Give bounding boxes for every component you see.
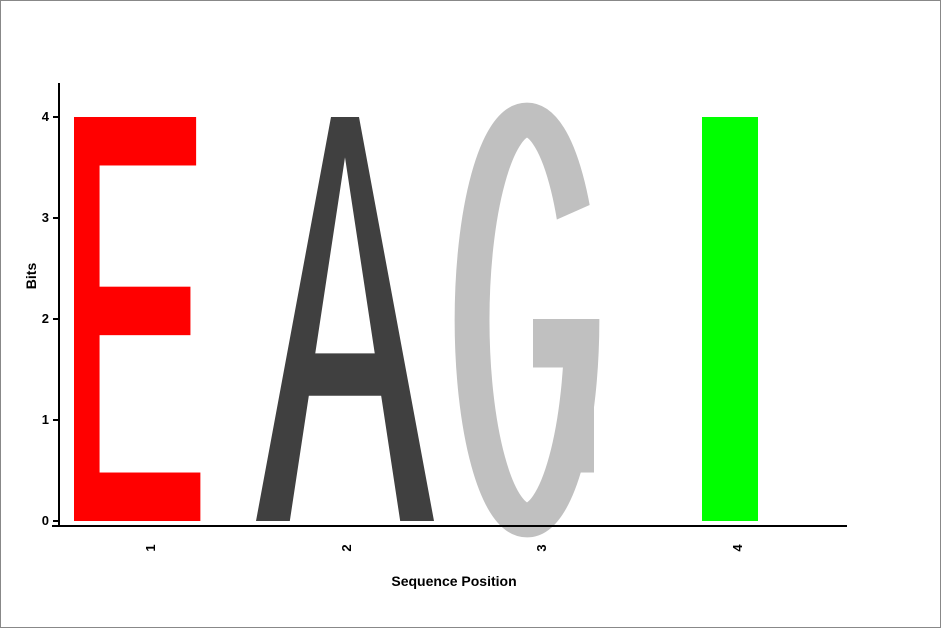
logo-letter-e-position-1 bbox=[74, 117, 201, 521]
logo-letter-a-position-2 bbox=[256, 117, 434, 521]
x-axis-title: Sequence Position bbox=[391, 573, 516, 589]
logo-letter-i-position-4 bbox=[702, 117, 758, 521]
x-tick-label-4: 4 bbox=[730, 544, 745, 552]
y-axis-title: Bits bbox=[23, 263, 39, 290]
logo-letter-g-position-3 bbox=[454, 102, 606, 538]
x-tick-label-3: 3 bbox=[534, 544, 549, 551]
x-tick-label-2: 2 bbox=[339, 544, 354, 551]
y-tick-label-1: 1 bbox=[42, 412, 49, 427]
y-ticks: 0 1 2 3 4 bbox=[42, 109, 59, 528]
letters-layer bbox=[74, 102, 758, 538]
y-tick-label-4: 4 bbox=[42, 109, 50, 124]
y-tick-label-0: 0 bbox=[42, 513, 49, 528]
x-tick-label-1: 1 bbox=[143, 544, 158, 551]
x-ticks: 1 2 3 4 bbox=[143, 544, 745, 552]
y-tick-label-3: 3 bbox=[42, 210, 49, 225]
y-tick-label-2: 2 bbox=[42, 311, 49, 326]
